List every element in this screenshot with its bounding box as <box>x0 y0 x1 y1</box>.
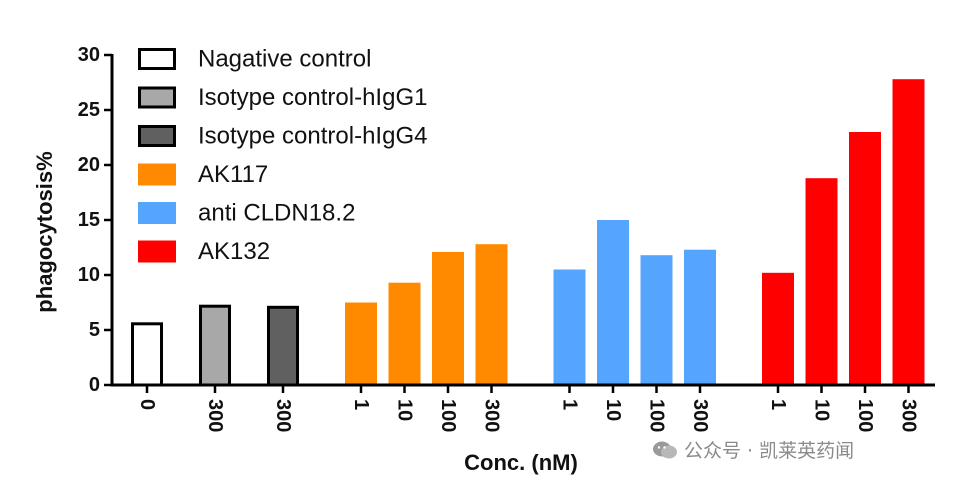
legend-label: Isotype control-hIgG1 <box>198 84 427 111</box>
bar-3-0 <box>345 302 377 385</box>
x-tick-label: 300 <box>689 399 711 432</box>
wechat-icon <box>653 441 677 458</box>
x-tick-label: 100 <box>437 399 459 432</box>
x-tick-label: 300 <box>481 399 503 432</box>
y-axis-title: phagocytosis% <box>32 151 57 312</box>
y-tick-label: 10 <box>78 264 100 286</box>
y-tick-label: 15 <box>78 209 100 231</box>
bar-2-0 <box>267 305 299 387</box>
legend-swatch <box>138 48 176 70</box>
legend-swatch <box>138 125 176 147</box>
x-tick-label: 300 <box>898 399 920 432</box>
x-tick-label: 100 <box>646 399 668 432</box>
x-tick-label: 100 <box>854 399 876 432</box>
legend-label: anti CLDN18.2 <box>198 200 355 227</box>
bar-5-1 <box>805 178 838 385</box>
y-tick-label: 0 <box>89 374 100 396</box>
y-tick-label: 5 <box>89 319 100 341</box>
x-tick-label: 10 <box>394 399 416 421</box>
x-tick-label: 1 <box>767 399 789 410</box>
bar-4-0 <box>553 269 586 385</box>
legend-swatch <box>138 86 176 109</box>
axes-layer: 0 300 300 1 10 100 300 1 10 100 300 1 10 100 300 0 5 10 15… <box>78 44 935 432</box>
bar-5-3 <box>892 79 925 385</box>
watermark-text: 公众号 · 凯莱英药闻 <box>684 440 855 462</box>
legend-swatch <box>138 202 176 224</box>
bar-0-0 <box>131 322 163 387</box>
legend-label: AK132 <box>198 238 270 265</box>
legend-swatch <box>138 163 176 186</box>
y-tick-label: 25 <box>78 99 100 121</box>
x-tick-label: 300 <box>204 399 226 432</box>
legend: Nagative control Isotype control-hIgG1 Iso… <box>138 46 427 265</box>
legend-swatch <box>138 240 176 263</box>
x-tick-label: 10 <box>811 399 833 421</box>
bars-layer <box>131 79 925 387</box>
bar-5-2 <box>849 132 881 385</box>
watermark: 公众号 · 凯莱英药闻 <box>652 436 854 463</box>
x-tick-label: 10 <box>602 399 624 421</box>
x-axis-title: Conc. (nM) <box>464 450 578 475</box>
x-tick-label: 300 <box>272 399 294 432</box>
x-tick-label: 1 <box>559 399 581 410</box>
y-tick-label: 30 <box>78 44 100 66</box>
bar-3-1 <box>388 282 421 385</box>
bar-3-2 <box>432 251 464 385</box>
bar-4-3 <box>684 249 716 385</box>
legend-label: Isotype control-hIgG4 <box>198 123 427 150</box>
legend-label: Nagative control <box>198 46 371 73</box>
bar-3-3 <box>475 244 508 385</box>
bar-4-2 <box>640 255 673 385</box>
bar-1-0 <box>199 304 231 387</box>
bar-5-0 <box>762 272 794 385</box>
x-tick-label: 1 <box>350 399 372 410</box>
legend-label: AK117 <box>198 161 268 188</box>
bar-4-1 <box>597 220 629 385</box>
y-tick-label: 20 <box>78 154 100 176</box>
x-tick-label: 0 <box>136 399 158 410</box>
